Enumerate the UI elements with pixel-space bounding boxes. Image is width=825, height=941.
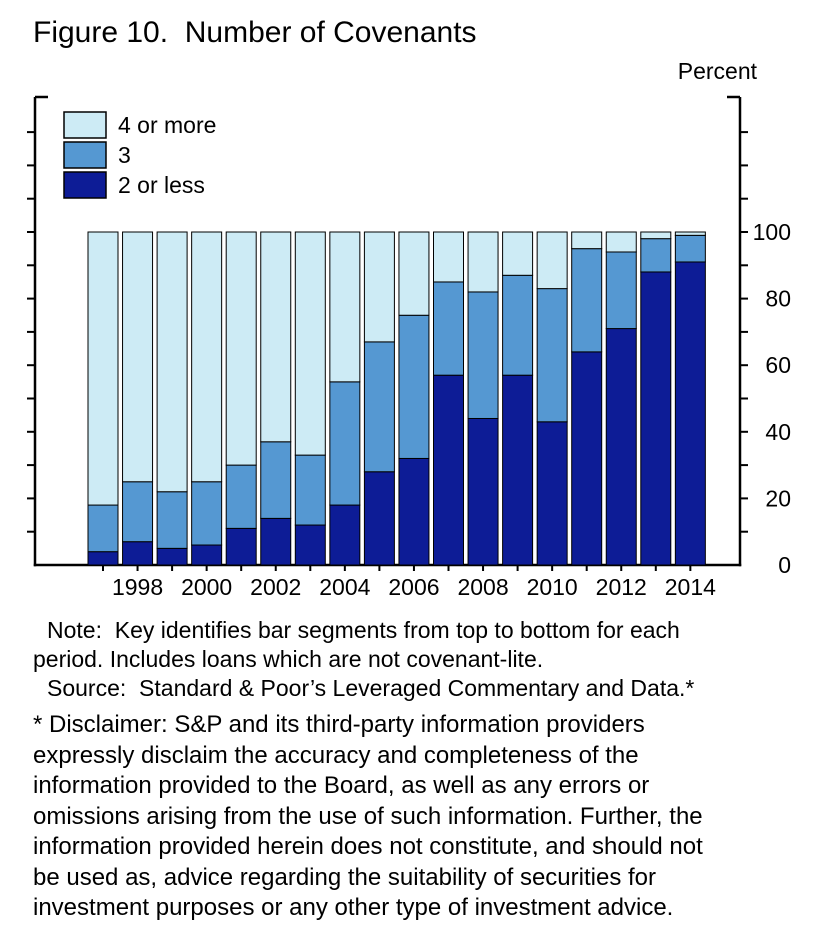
bar-segment bbox=[502, 231, 534, 276]
legend-label: 2 or less bbox=[118, 172, 205, 198]
disclaimer-line: information provided to the Board, as we… bbox=[33, 772, 650, 799]
bar-segment bbox=[398, 231, 430, 316]
bar-segment bbox=[536, 421, 568, 566]
legend-label: 3 bbox=[118, 142, 131, 168]
bar-segment bbox=[329, 504, 361, 566]
bar-segment bbox=[122, 231, 154, 483]
bar-segment bbox=[467, 417, 499, 566]
covenant-chart: 0 20 40 60 80 100 1998 2000 2002 2004 2006 2008 2010… bbox=[27, 95, 791, 600]
y-axis-label: 80 bbox=[765, 286, 791, 312]
bar-segment bbox=[225, 527, 257, 566]
bar-segment bbox=[87, 551, 119, 566]
disclaimer-line: be used as, advice regarding the suitabi… bbox=[33, 863, 657, 891]
bar-segment bbox=[502, 374, 534, 566]
bar-segment bbox=[329, 381, 361, 506]
bar-segment bbox=[156, 547, 188, 566]
legend-swatch bbox=[63, 171, 107, 199]
bar-segment bbox=[294, 231, 326, 456]
page-title: Figure 10. Number of Covenants bbox=[33, 16, 477, 49]
disclaimer-line: information provided herein does not con… bbox=[33, 833, 703, 860]
bar-segment bbox=[294, 524, 326, 566]
bar-segment bbox=[363, 471, 395, 566]
x-axis-label: 2000 bbox=[181, 574, 232, 600]
note-line-2: period. Includes loans which are not cov… bbox=[33, 646, 544, 672]
bar-segment bbox=[225, 464, 257, 529]
bar-segment bbox=[467, 231, 499, 293]
bar-segment bbox=[674, 231, 706, 236]
bar-segment bbox=[87, 231, 119, 506]
bar-segment bbox=[191, 481, 223, 546]
bar-segment bbox=[398, 457, 430, 566]
x-axis-label: 2012 bbox=[596, 574, 647, 600]
bar-segment bbox=[398, 314, 430, 459]
legend-swatch bbox=[63, 141, 107, 169]
bar-segment bbox=[433, 231, 464, 283]
bar-segment bbox=[260, 517, 292, 566]
x-axis-label: 2010 bbox=[527, 574, 578, 600]
bar-segment bbox=[225, 231, 257, 466]
disclaimer-line: omissions arising from the use of such i… bbox=[33, 802, 703, 830]
bar-segment bbox=[260, 231, 292, 443]
x-axis-label: 2014 bbox=[665, 574, 716, 600]
y-axis-label: 100 bbox=[753, 219, 791, 245]
bar-segment bbox=[363, 341, 395, 473]
bar-segment bbox=[674, 261, 706, 566]
x-axis-label: 2002 bbox=[250, 574, 301, 600]
y-axis-label: 60 bbox=[765, 352, 791, 378]
source-line: Source: Standard & Poor’s Leveraged Comm… bbox=[47, 675, 695, 701]
note-block: Note: Key identifies bar segments from t… bbox=[33, 616, 813, 703]
y-axis-label: 0 bbox=[778, 552, 791, 578]
bar-segment bbox=[674, 234, 706, 263]
disclaimer-line: * Disclaimer: S&P and its third-party in… bbox=[33, 711, 645, 738]
bar-segment bbox=[363, 231, 395, 343]
y-axis-label: 40 bbox=[765, 419, 791, 445]
legend-label: 4 or more bbox=[118, 112, 216, 138]
disclaimer: * Disclaimer: S&P and its third-party in… bbox=[33, 710, 823, 924]
bar-segment bbox=[536, 288, 568, 423]
x-axis-label: 2008 bbox=[457, 574, 508, 600]
bar-segment bbox=[122, 481, 154, 543]
note-line-1: Note: Key identifies bar segments from t… bbox=[47, 617, 680, 643]
bar-segment bbox=[87, 504, 119, 553]
bar-segment bbox=[571, 351, 603, 566]
bar-segment bbox=[571, 248, 603, 353]
bar-segment bbox=[260, 441, 292, 519]
y-axis-unit-label: Percent bbox=[677, 58, 757, 84]
bar-segment bbox=[605, 251, 637, 330]
bar-segment bbox=[571, 231, 603, 250]
bar-segment bbox=[191, 231, 223, 483]
disclaimer-line: expressly disclaim the accuracy and comp… bbox=[33, 741, 639, 769]
y-axis-label: 20 bbox=[765, 485, 791, 511]
disclaimer-line: investment purposes or any other type of… bbox=[33, 894, 674, 921]
bar-segment bbox=[467, 291, 499, 419]
bar-segment bbox=[536, 231, 568, 290]
bar-segment bbox=[191, 544, 223, 566]
bar-segment bbox=[605, 231, 637, 253]
bar-segment bbox=[329, 231, 361, 383]
bar-segment bbox=[294, 454, 326, 526]
x-axis-label: 2006 bbox=[388, 574, 439, 600]
x-axis-label: 2004 bbox=[319, 574, 370, 600]
bar-segment bbox=[605, 328, 637, 566]
bar-segment bbox=[122, 541, 154, 566]
bar-segment bbox=[433, 281, 464, 376]
bar-segment bbox=[156, 491, 188, 549]
bar-segment bbox=[640, 271, 672, 566]
bar-segment bbox=[433, 374, 464, 566]
bar-segment bbox=[640, 231, 672, 240]
bar-segment bbox=[156, 231, 188, 493]
x-axis-label: 1998 bbox=[112, 574, 163, 600]
legend-swatch bbox=[63, 111, 107, 139]
bar-segment bbox=[502, 274, 534, 376]
bar-segment bbox=[640, 238, 672, 273]
